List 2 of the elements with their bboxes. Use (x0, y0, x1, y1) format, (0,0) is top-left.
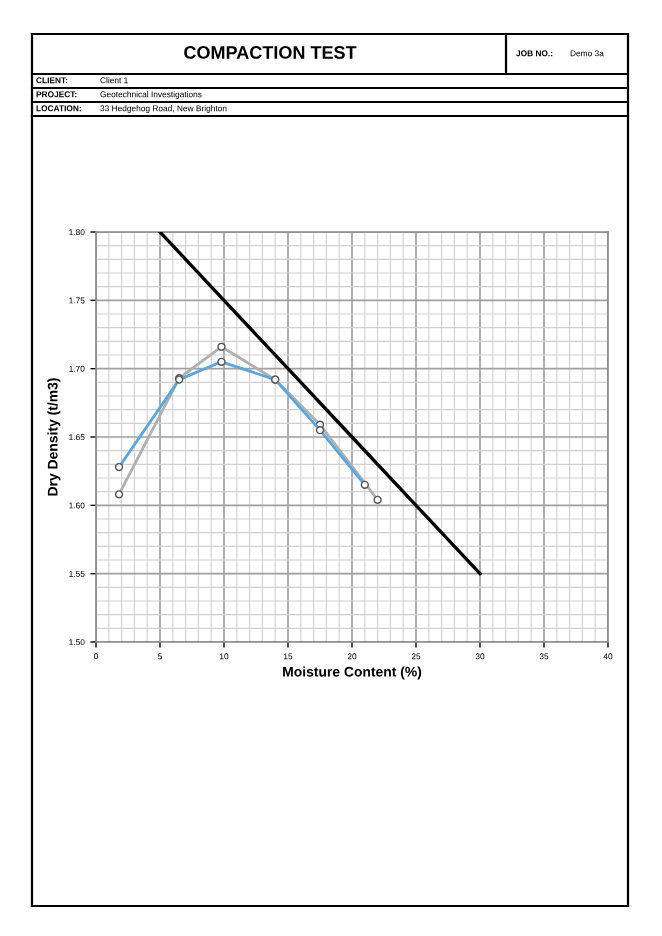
line-series (158, 232, 482, 576)
chart-title: COMPACTION TEST (184, 46, 357, 59)
